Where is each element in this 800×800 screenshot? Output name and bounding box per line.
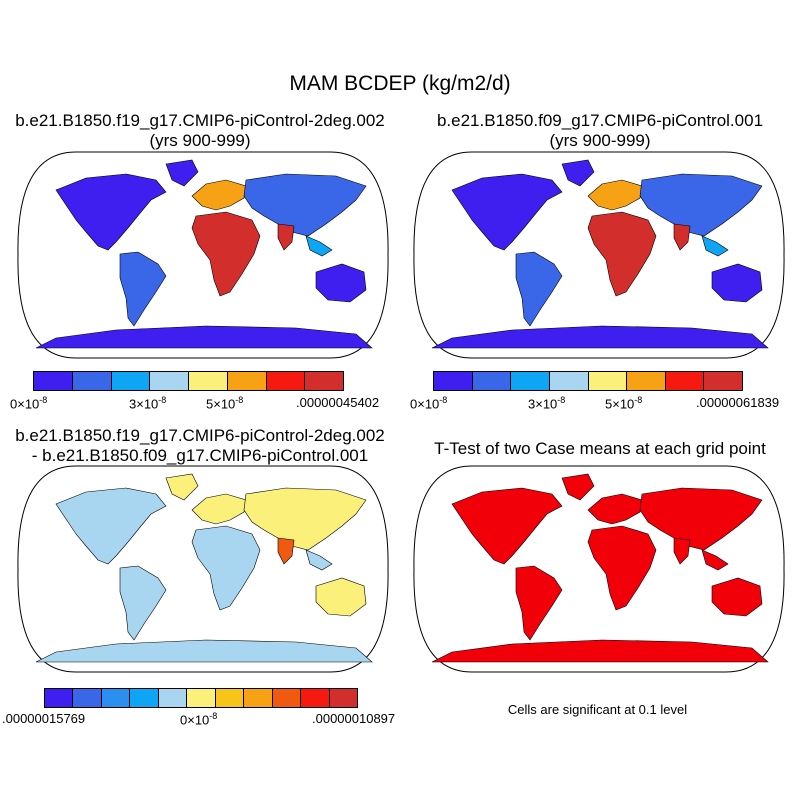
cbar3-swatch-4	[158, 689, 188, 707]
cbar2-swatch-4	[588, 372, 628, 390]
cbar1-swatch-4	[189, 372, 228, 390]
cbar2-swatch-1	[472, 372, 512, 390]
colorbar-1-tick-3: .00000045402	[296, 395, 380, 410]
land-australia	[711, 263, 763, 303]
cbar3-swatch-0	[45, 689, 74, 707]
colorbar-3-tick-1: 0×10-8	[180, 711, 218, 728]
land-asia	[243, 173, 367, 237]
panel1-title-line1: b.e21.B1850.f19_g17.CMIP6-piControl-2deg…	[15, 111, 385, 130]
colorbar-2-tick-0: 0×10-8	[410, 395, 448, 412]
land-south-america	[119, 565, 167, 641]
land-north-america	[451, 173, 563, 251]
colorbar-1-tick-2: 5×10-8	[206, 395, 244, 412]
land-south-america	[119, 251, 167, 327]
cbar2-swatch-5	[627, 372, 666, 390]
land-se-asia	[701, 549, 729, 571]
land-africa	[587, 211, 657, 297]
land-north-america	[55, 173, 167, 251]
cbar1-swatch-7	[305, 372, 343, 390]
land-south-america	[515, 565, 563, 641]
land-greenland	[165, 159, 199, 187]
panel2-title: b.e21.B1850.f09_g17.CMIP6-piControl.001 …	[400, 111, 800, 151]
cbar2-swatch-7	[704, 372, 742, 390]
land-antarctica	[35, 325, 373, 349]
land-se-asia	[305, 235, 333, 257]
land-europe	[191, 179, 247, 211]
land-australia	[711, 577, 763, 617]
panel2-title-line1: b.e21.B1850.f09_g17.CMIP6-piControl.001	[436, 111, 764, 130]
land-se-asia	[701, 235, 729, 257]
land-greenland	[561, 473, 595, 501]
map-panel-4	[413, 465, 785, 673]
cbar3-swatch-1	[73, 689, 102, 707]
map-panel-2	[413, 151, 785, 359]
land-europe	[191, 493, 247, 525]
cbar2-swatch-3	[549, 372, 589, 390]
panel3-title: b.e21.B1850.f19_g17.CMIP6-piControl-2deg…	[0, 426, 400, 466]
land-antarctica	[35, 639, 373, 663]
cbar3-swatch-9	[301, 689, 330, 707]
panel1-title: b.e21.B1850.f19_g17.CMIP6-piControl-2deg…	[0, 111, 400, 151]
land-se-asia	[305, 549, 333, 571]
cbar1-swatch-6	[266, 372, 306, 390]
cbar3-swatch-6	[215, 689, 245, 707]
cbar3-swatch-2	[101, 689, 131, 707]
land-india	[673, 223, 691, 251]
panel1-title-line2: (yrs 900-999)	[149, 131, 251, 150]
cbar1-swatch-0	[34, 372, 73, 390]
land-europe	[587, 179, 643, 211]
land-india	[673, 537, 691, 565]
panel4-title: T-Test of two Case means at each grid po…	[434, 439, 766, 458]
cbar2-swatch-6	[665, 372, 705, 390]
land-africa	[191, 211, 261, 297]
colorbar-1-tick-0: 0×10-8	[10, 395, 48, 412]
land-india	[277, 223, 295, 251]
land-north-america	[451, 487, 563, 565]
colorbar-3-tick-2: .00000010897	[312, 711, 396, 726]
land-africa	[191, 525, 261, 611]
cbar1-swatch-2	[111, 372, 151, 390]
significance-note: Cells are significant at 0.1 level	[507, 702, 688, 717]
land-asia	[639, 173, 763, 237]
land-greenland	[165, 473, 199, 501]
colorbar-2-tick-2: 5×10-8	[605, 395, 643, 412]
cbar2-swatch-0	[434, 372, 473, 390]
colorbar-1-tick-1: 3×10-8	[129, 395, 167, 412]
colorbar-3-tick-0: .00000015769	[2, 711, 86, 726]
colorbar-2	[433, 371, 743, 391]
cbar1-swatch-3	[150, 372, 189, 390]
cbar3-swatch-8	[272, 689, 302, 707]
cbar1-swatch-5	[227, 372, 267, 390]
land-south-america	[515, 251, 563, 327]
land-india	[277, 537, 295, 565]
colorbar-1	[33, 371, 344, 391]
land-europe	[587, 493, 643, 525]
map-panel-1	[17, 151, 389, 359]
colorbar-3	[44, 688, 358, 708]
main-title: MAM BCDEP (kg/m2/d)	[289, 72, 511, 95]
cbar3-swatch-10	[329, 689, 357, 707]
colorbar-2-tick-3: .00000061839	[696, 395, 780, 410]
land-australia	[315, 577, 367, 617]
colorbar-2-tick-1: 3×10-8	[528, 395, 566, 412]
land-asia	[639, 487, 763, 551]
cbar3-swatch-3	[130, 689, 159, 707]
panel2-title-line2: (yrs 900-999)	[549, 131, 651, 150]
land-antarctica	[431, 639, 769, 663]
cbar1-swatch-1	[72, 372, 112, 390]
land-asia	[243, 487, 367, 551]
map-panel-3	[17, 465, 389, 673]
land-antarctica	[431, 325, 769, 349]
cbar2-swatch-2	[511, 372, 550, 390]
land-greenland	[561, 159, 595, 187]
land-north-america	[55, 487, 167, 565]
cbar3-swatch-5	[187, 689, 216, 707]
cbar3-swatch-7	[244, 689, 273, 707]
panel3-title-line1: b.e21.B1850.f19_g17.CMIP6-piControl-2deg…	[15, 426, 385, 445]
land-australia	[315, 263, 367, 303]
land-africa	[587, 525, 657, 611]
panel3-title-line2: - b.e21.B1850.f09_g17.CMIP6-piControl.00…	[31, 446, 369, 465]
